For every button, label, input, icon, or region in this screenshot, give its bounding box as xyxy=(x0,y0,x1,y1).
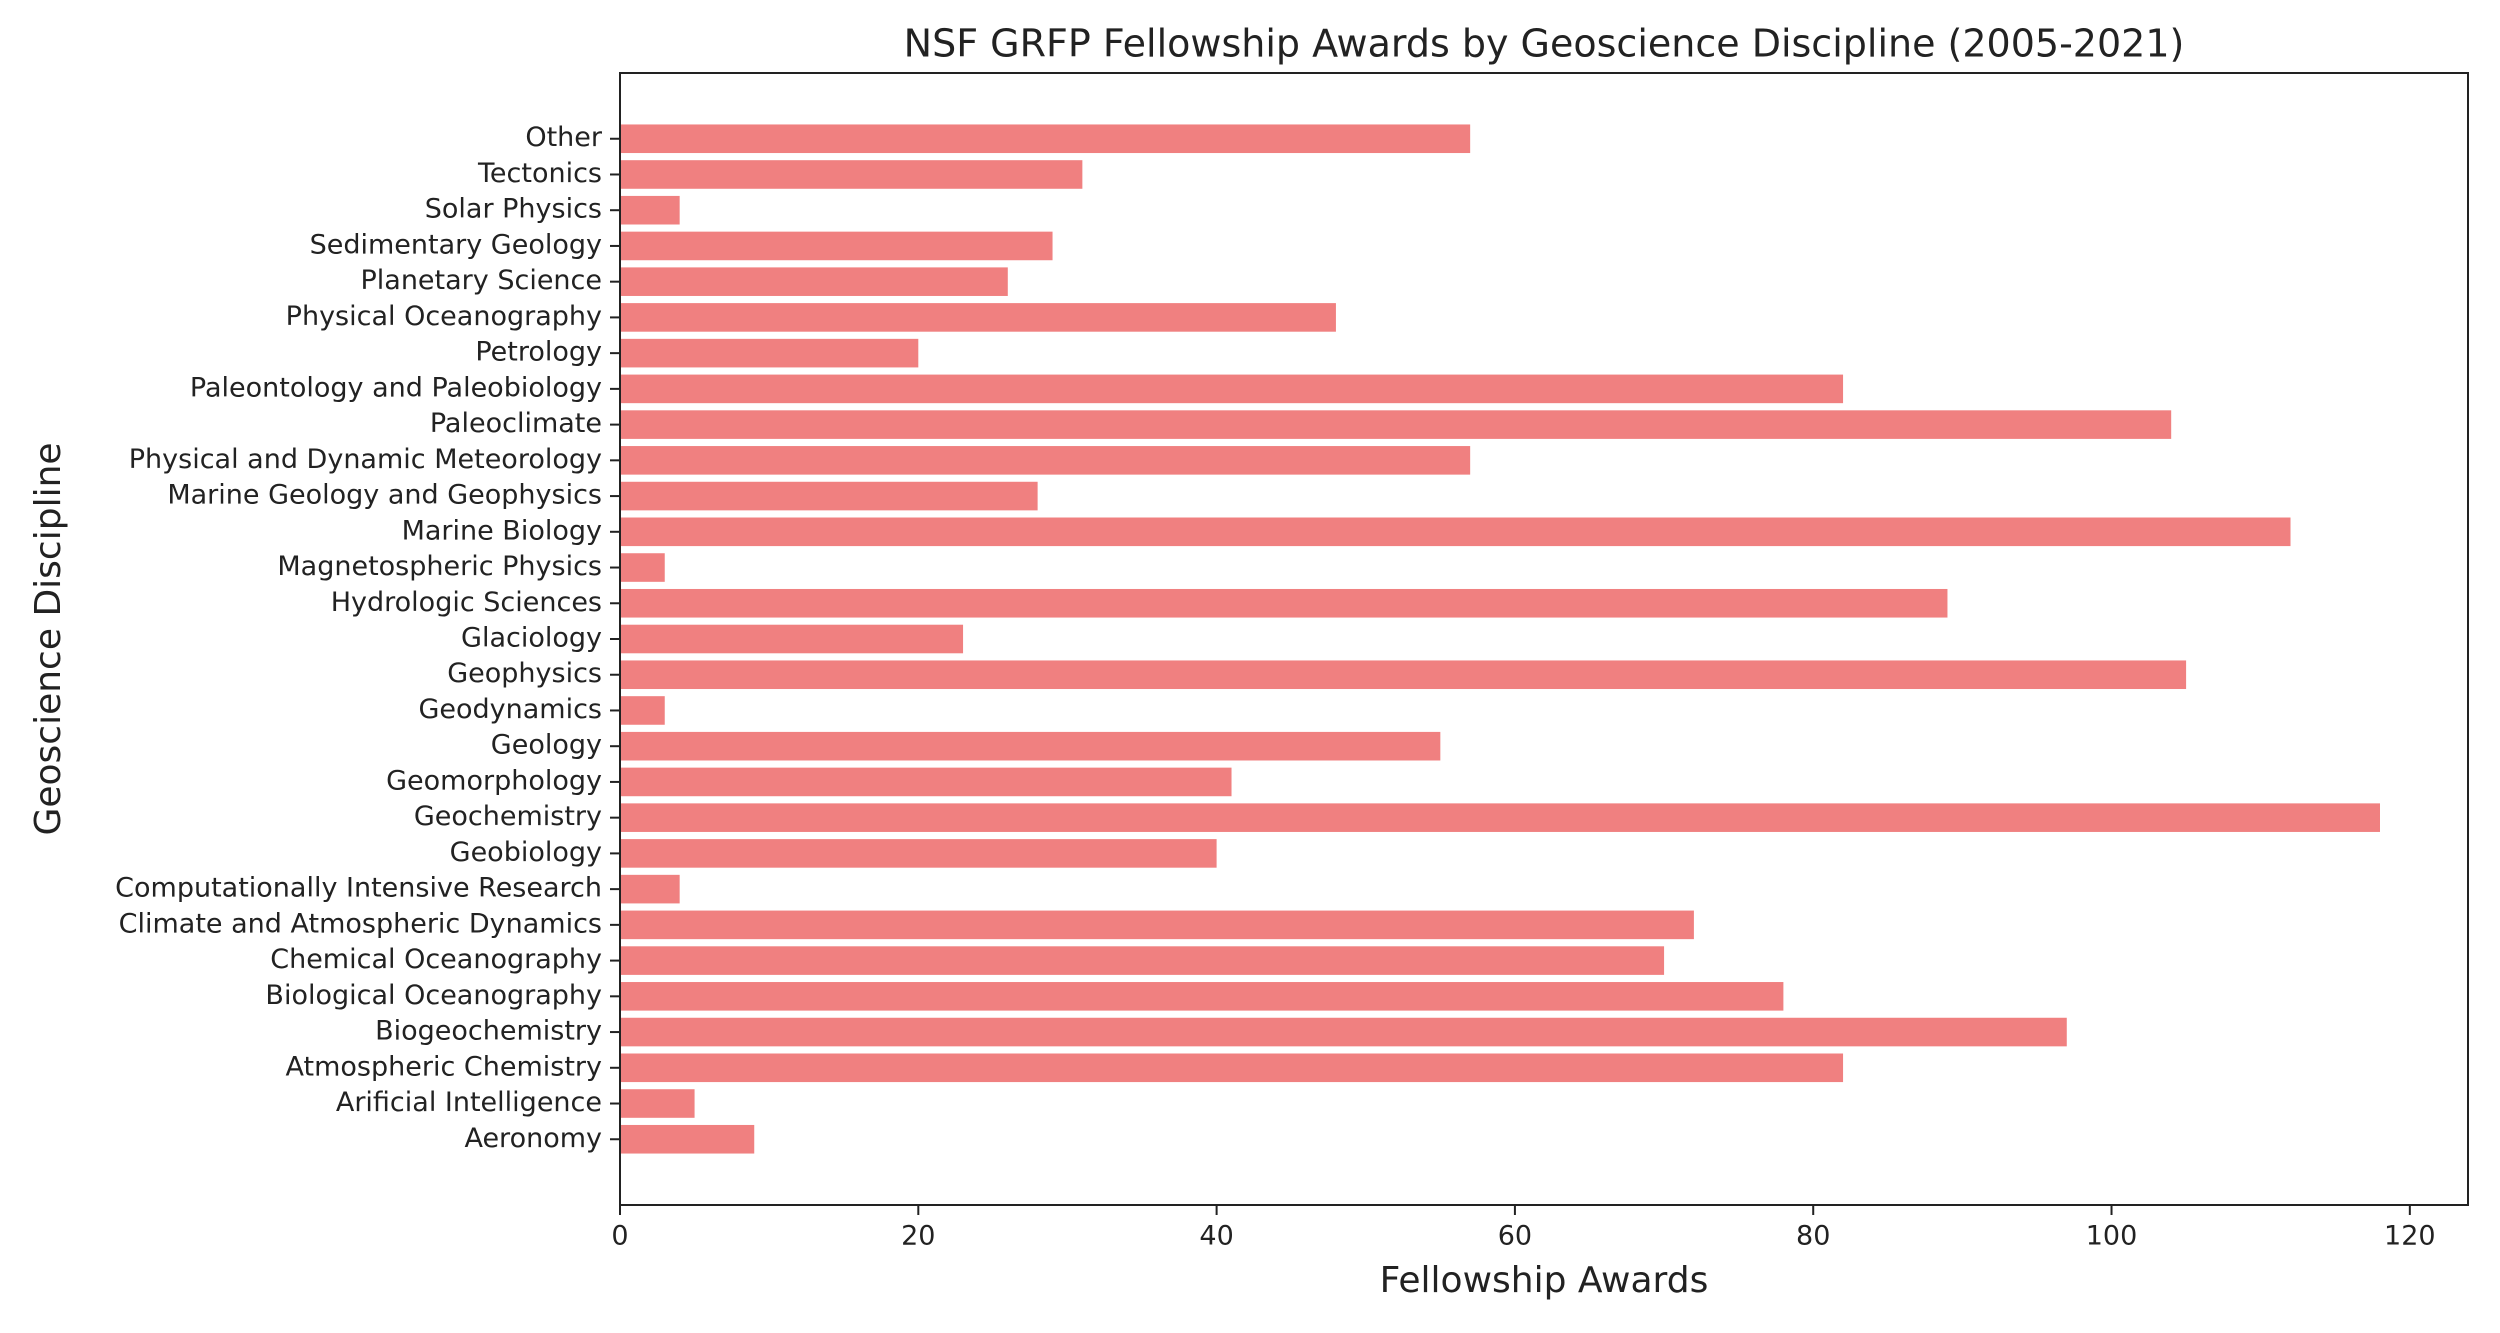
y-tick-label: Computationally Intensive Research xyxy=(115,873,602,904)
y-tick-label: Geophysics xyxy=(447,658,602,689)
y-tick-label: Biogeochemistry xyxy=(375,1016,602,1047)
bar xyxy=(620,767,1232,797)
y-tick-label: Paleoclimate xyxy=(430,408,602,439)
bar xyxy=(620,839,1217,868)
y-tick-label: Physical and Dynamic Meteorology xyxy=(129,444,602,475)
plot-frame xyxy=(619,72,2469,1206)
x-tick-label: 120 xyxy=(2384,1221,2436,1252)
y-tick-label: Solar Physics xyxy=(425,194,602,225)
bar xyxy=(620,696,665,725)
bar xyxy=(620,446,1471,475)
bar xyxy=(620,1124,755,1154)
y-tick-label: Arificial Intelligence xyxy=(336,1087,602,1118)
y-tick-label: Biological Oceanography xyxy=(265,980,602,1011)
bar xyxy=(620,195,680,225)
y-tick-label: Climate and Atmospheric Dynamics xyxy=(119,908,602,939)
y-tick-label: Paleontology and Paleobiology xyxy=(190,372,602,403)
bar xyxy=(620,803,2380,832)
y-tick-label: Tectonics xyxy=(477,158,602,189)
y-tick-label: Marine Biology xyxy=(402,515,602,546)
bar xyxy=(620,588,1948,618)
bar xyxy=(620,338,919,368)
bar xyxy=(620,1053,1844,1083)
bar xyxy=(620,660,2187,690)
bar xyxy=(620,160,1083,189)
x-tick-label: 80 xyxy=(1796,1221,1830,1252)
bar xyxy=(620,874,680,904)
bar xyxy=(620,231,1053,261)
y-tick-label: Atmospheric Chemistry xyxy=(286,1051,602,1082)
bar xyxy=(620,481,1038,511)
bar xyxy=(620,982,1784,1011)
bar xyxy=(620,731,1441,761)
y-axis-label: Geoscience Discipline xyxy=(28,442,69,835)
bar xyxy=(620,410,2172,439)
y-tick-label: Magnetospheric Physics xyxy=(277,551,602,582)
bar xyxy=(620,946,1665,975)
y-tick-label: Aeronomy xyxy=(464,1123,602,1154)
bar xyxy=(620,624,964,654)
y-tick-label: Petrology xyxy=(475,337,602,368)
bar xyxy=(620,374,1844,404)
bar xyxy=(620,1089,695,1118)
x-tick-label: 0 xyxy=(611,1221,628,1252)
y-tick-label: Glaciology xyxy=(461,623,602,654)
bar xyxy=(620,910,1694,940)
bar xyxy=(620,303,1336,332)
y-tick-label: Geomorphology xyxy=(386,765,602,796)
y-tick-label: Geobiology xyxy=(450,837,602,868)
x-tick-label: 60 xyxy=(1498,1221,1532,1252)
bar xyxy=(620,553,665,582)
y-tick-label: Geology xyxy=(491,730,602,761)
chart-title: NSF GRFP Fellowship Awards by Geoscience… xyxy=(904,22,2185,66)
bar xyxy=(620,124,1471,154)
y-tick-label: Marine Geology and Geophysics xyxy=(167,480,602,511)
y-tick-label: Sedimentary Geology xyxy=(310,229,602,260)
bar xyxy=(620,517,2291,547)
y-tick-label: Other xyxy=(525,122,603,153)
y-tick-label: Geochemistry xyxy=(414,801,602,832)
y-tick-label: Planetary Science xyxy=(360,265,602,296)
y-tick-label: Physical Oceanography xyxy=(286,301,602,332)
y-tick-label: Geodynamics xyxy=(418,694,602,725)
x-tick-label: 40 xyxy=(1199,1221,1233,1252)
x-axis-label: Fellowship Awards xyxy=(1380,1260,1709,1301)
x-tick-label: 100 xyxy=(2086,1221,2138,1252)
bar xyxy=(620,1017,2067,1047)
y-tick-label: Chemical Oceanography xyxy=(270,944,602,975)
x-tick-label: 20 xyxy=(901,1221,935,1252)
y-tick-label: Hydrologic Sciences xyxy=(331,587,602,618)
bar xyxy=(620,267,1008,296)
